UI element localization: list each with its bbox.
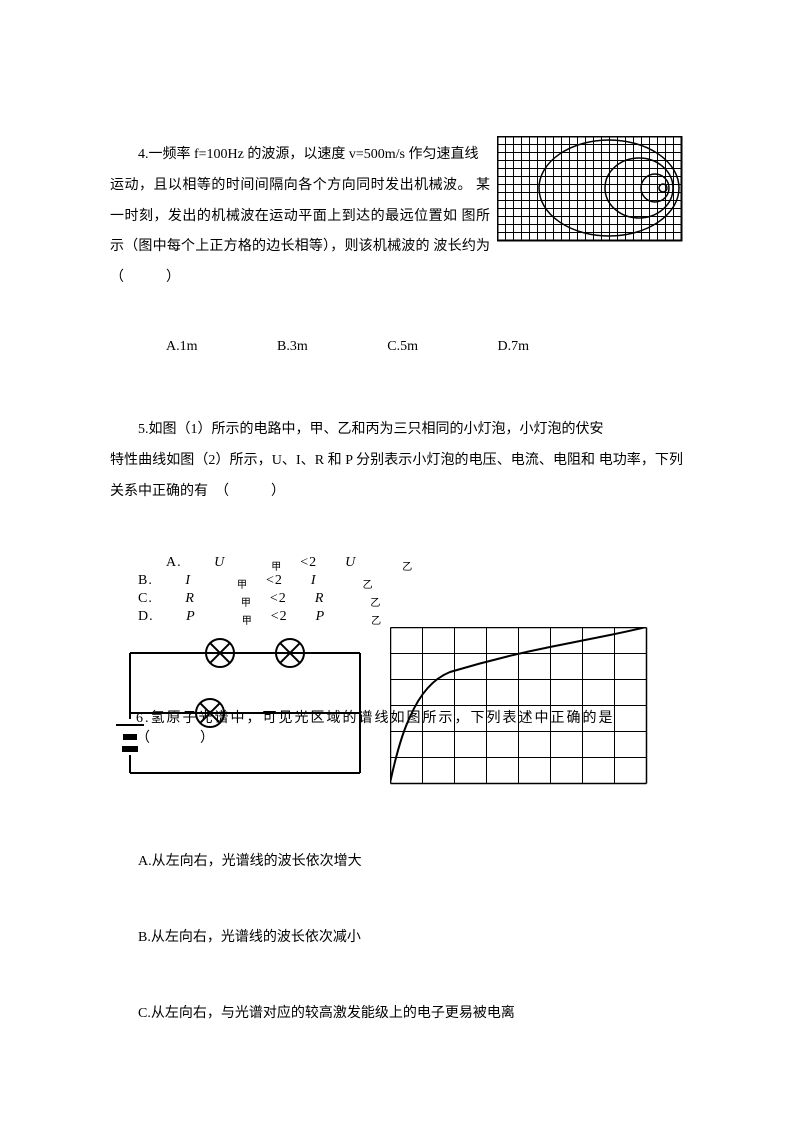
wave-grid-diagram [497, 136, 683, 242]
q5-option-c: C. R甲<2R乙 [110, 591, 399, 609]
q5-line2: 特性曲线如图（2）所示，U、I、R 和 P 分别表示小灯泡的电压、电流、电阻和 [110, 453, 595, 468]
q5-option-d: D. P甲<2P乙 [110, 609, 400, 627]
q6-option-c: C.从左向右，与光谱对应的较高激发能级上的电子更易被电离 [110, 1000, 683, 1028]
q5-figures: 6.氢原子光谱中，可见光区域的谱线如图所示，下列表述中正确的是 （ ） [110, 633, 683, 803]
q4-line2: 运动，且以相等的时间间隔向各个方向同时发出机械波。 [110, 178, 472, 193]
q4-option-d: D.7m [469, 339, 529, 355]
q6-text: 6.氢原子光谱中，可见光区域的谱线如图所示，下列表述中正确的是 [136, 711, 615, 726]
question-6-options: A.从左向右，光谱线的波长依次增大 B.从左向右，光谱线的波长依次减小 C.从左… [110, 848, 683, 1028]
q6-text-overlay: 6.氢原子光谱中，可见光区域的谱线如图所示，下列表述中正确的是 （ ） [136, 707, 676, 747]
q5-options: A. U甲<2U乙 B. I甲<2I乙 C. R甲<2R乙 D. P甲<2P乙 [110, 555, 683, 626]
q4-option-b: B.3m [249, 339, 308, 355]
q4-wave-figure [497, 136, 683, 247]
q5-option-b: B. I甲<2I乙 [110, 573, 392, 591]
q4-text: 4.一频率 f=100Hz 的波源，以速度 v=500m/s 作匀速直线 运动，… [110, 140, 490, 294]
q6-option-b: B.从左向右，光谱线的波长依次减小 [110, 924, 683, 952]
q5-text: 5.如图（1）所示的电路中，甲、乙和丙为三只相同的小灯泡，小灯泡的伏安 特性曲线… [110, 415, 683, 507]
q5-line1: 5.如图（1）所示的电路中，甲、乙和丙为三只相同的小灯泡，小灯泡的伏安 [110, 415, 683, 446]
question-4: 4.一频率 f=100Hz 的波源，以速度 v=500m/s 作匀速直线 运动，… [110, 140, 683, 355]
q6-paren: （ ） [136, 731, 216, 746]
q4-option-c: C.5m [359, 339, 418, 355]
q4-line1: 4.一频率 f=100Hz 的波源，以速度 v=500m/s 作匀速直线 [110, 140, 490, 171]
q4-option-a: A.1m [138, 339, 198, 355]
q6-option-a: A.从左向右，光谱线的波长依次增大 [110, 848, 683, 876]
q4-options: A.1m B.3m C.5m D.7m [110, 339, 683, 355]
q5-option-a: A. U甲<2U乙 [138, 555, 431, 573]
graph-svg [390, 627, 648, 785]
question-5: 5.如图（1）所示的电路中，甲、乙和丙为三只相同的小灯泡，小灯泡的伏安 特性曲线… [110, 415, 683, 803]
